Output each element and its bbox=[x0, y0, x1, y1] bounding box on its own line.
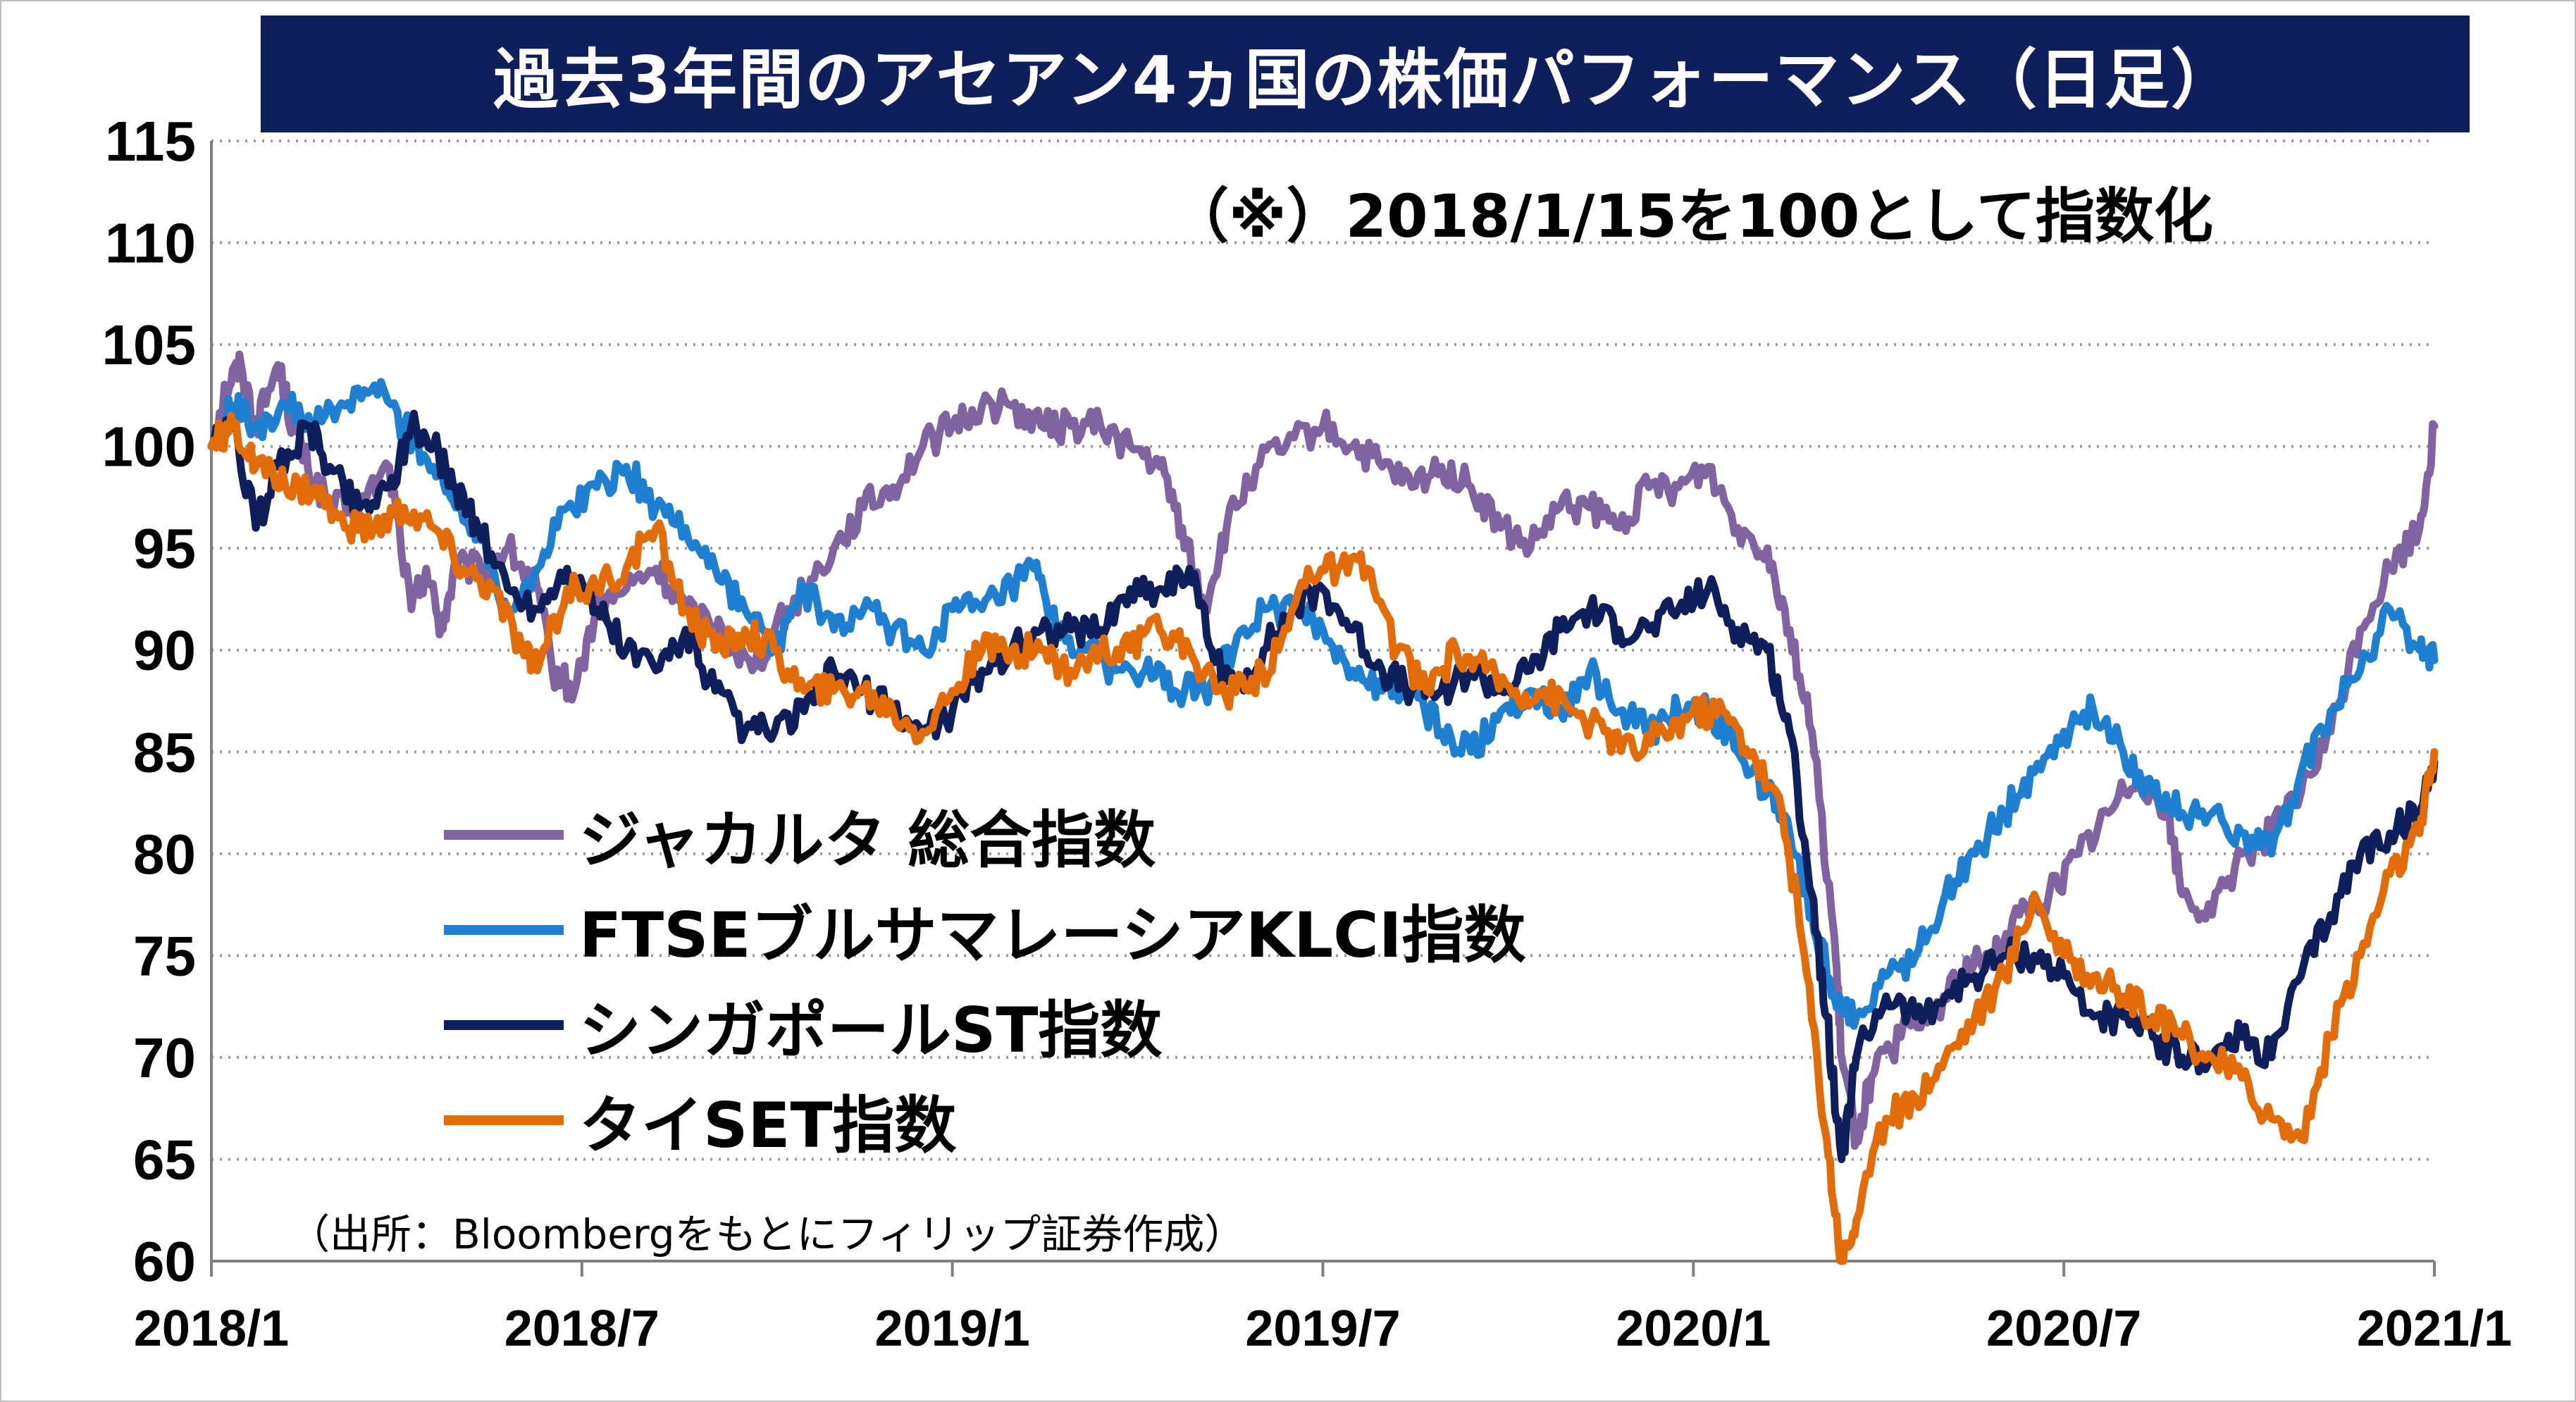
legend-label-sti: シンガポールST指数 bbox=[579, 993, 1163, 1067]
x-tick-label: 2019/7 bbox=[1245, 1301, 1400, 1357]
y-tick-label: 65 bbox=[133, 1128, 196, 1191]
y-tick-label: 75 bbox=[133, 924, 196, 987]
chart-title: 過去3年間のアセアン4ヵ国の株価パフォーマンス（日足） bbox=[261, 15, 2470, 132]
y-axis-ticks: 115 110 105 100 95 90 85 80 75 70 65 60 bbox=[102, 110, 196, 1293]
axes bbox=[210, 141, 2434, 1263]
series-line-1 bbox=[207, 378, 2439, 1030]
legend-item-set: タイSET指数 bbox=[444, 1081, 957, 1162]
x-tick-label: 2018/1 bbox=[134, 1301, 289, 1357]
legend-label-klci: FTSEブルサマレーシアKLCI指数 bbox=[579, 898, 1526, 972]
legend-item-jakarta: ジャカルタ 総合指数 bbox=[444, 796, 1156, 876]
y-tick-label: 105 bbox=[102, 314, 196, 376]
legend-label-set: タイSET指数 bbox=[579, 1088, 957, 1162]
legend-swatch-klci bbox=[444, 925, 564, 935]
legend-swatch-jakarta bbox=[444, 830, 564, 840]
x-tick-label: 2020/7 bbox=[1986, 1301, 2141, 1357]
legend-item-klci: FTSEブルサマレーシアKLCI指数 bbox=[444, 891, 1525, 972]
x-tick-label: 2020/1 bbox=[1616, 1301, 1771, 1357]
y-tick-label: 80 bbox=[133, 823, 196, 886]
y-tick-label: 70 bbox=[133, 1026, 196, 1089]
legend-item-sti: シンガポールST指数 bbox=[444, 986, 1162, 1067]
legend-swatch-set bbox=[444, 1115, 564, 1125]
y-tick-label: 100 bbox=[102, 416, 196, 478]
legend-swatch-sti bbox=[444, 1020, 564, 1030]
x-tick-label: 2019/1 bbox=[875, 1301, 1030, 1357]
y-tick-label: 90 bbox=[133, 619, 196, 682]
y-tick-label: 85 bbox=[133, 721, 196, 783]
series-lines bbox=[207, 350, 2439, 1265]
y-tick-label: 115 bbox=[105, 110, 196, 173]
y-tick-label: 95 bbox=[133, 517, 196, 580]
index-note: （※）2018/1/15を100として指数化 bbox=[1170, 182, 2213, 251]
series-line-2 bbox=[207, 409, 2439, 1163]
series-line-3 bbox=[207, 411, 2439, 1265]
x-axis-ticks: 2018/1 2018/7 2019/1 2019/7 2020/1 2020/7 2021… bbox=[134, 1261, 2512, 1357]
x-tick-label: 2021/1 bbox=[2357, 1301, 2512, 1357]
x-tick-label: 2018/7 bbox=[504, 1301, 660, 1357]
y-tick-label: 60 bbox=[133, 1230, 196, 1293]
legend-label-jakarta: ジャカルタ 総合指数 bbox=[579, 803, 1156, 876]
y-tick-label: 110 bbox=[105, 212, 196, 275]
source-note: （出所：Bloombergをもとにフィリップ証券作成） bbox=[289, 1210, 1246, 1258]
